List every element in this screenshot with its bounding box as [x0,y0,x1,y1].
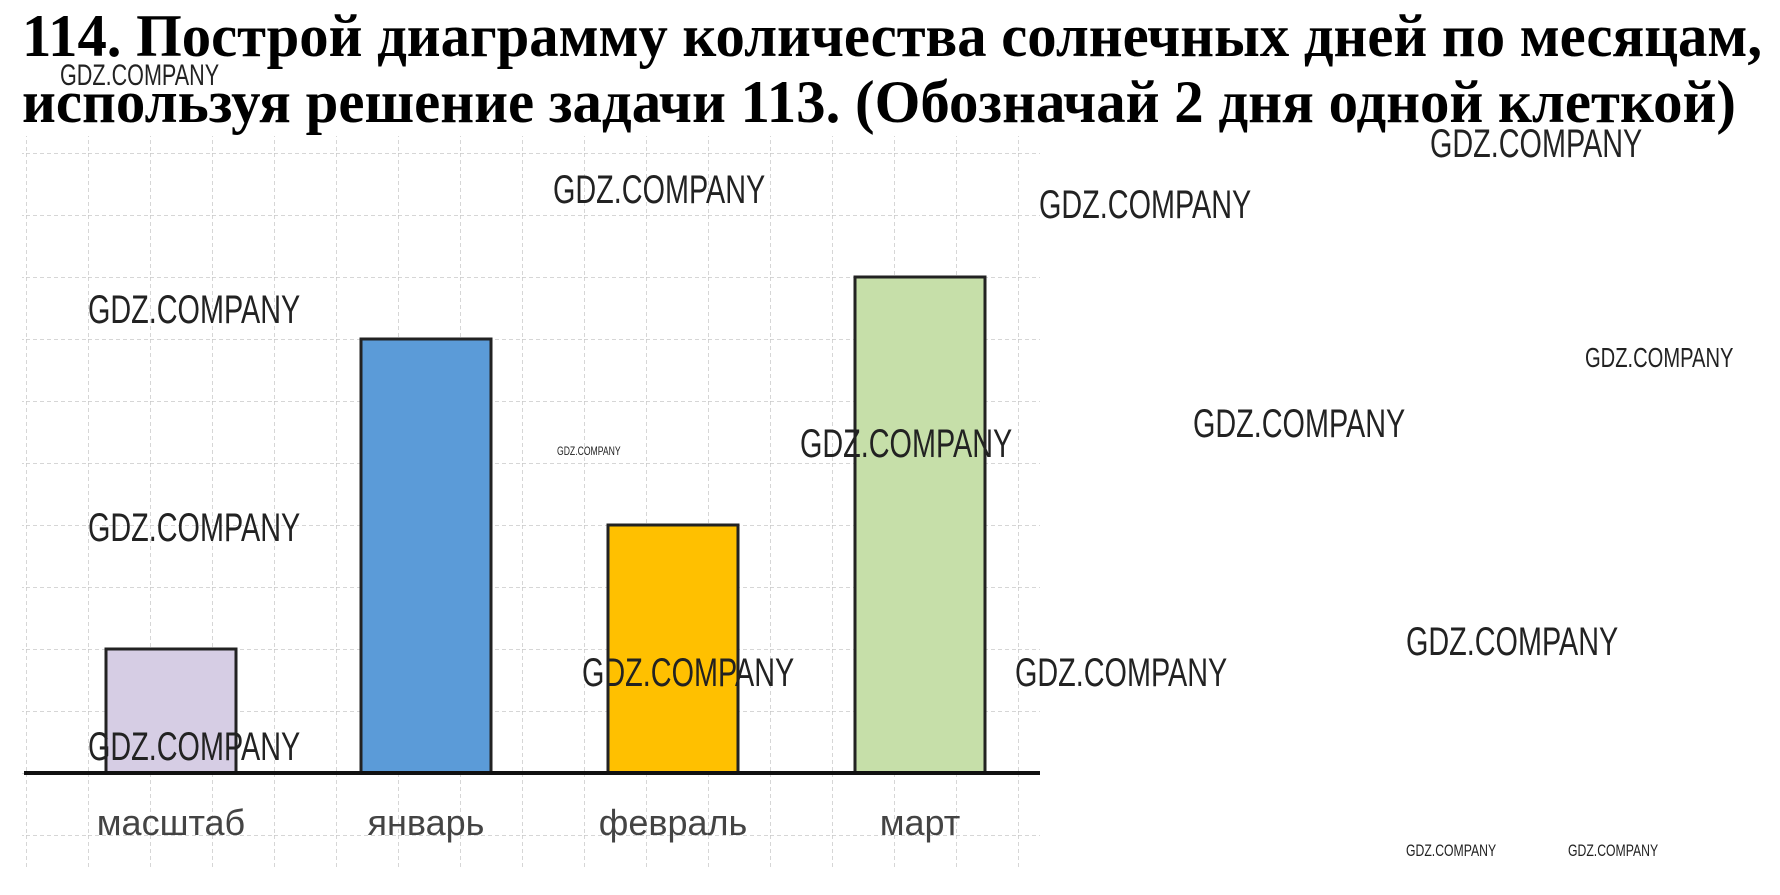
x-tick-label: февраль [599,802,748,843]
watermark: GDZ.COMPANY [1406,842,1496,860]
watermark: GDZ.COMPANY [1039,182,1251,227]
chart-title: используя решение задачи 113. (Обозначай… [22,69,1736,135]
watermark: GDZ.COMPANY [582,650,794,695]
chart-title: 114. Построй диаграмму количества солнеч… [22,3,1762,69]
x-tick-label: март [880,802,961,843]
watermark: GDZ.COMPANY [557,446,621,459]
watermark: GDZ.COMPANY [1585,343,1733,374]
bar [853,275,987,775]
watermark: GDZ.COMPANY [60,57,219,91]
watermark: GDZ.COMPANY [1568,842,1658,860]
plot: масштаб январь февраль март [97,275,987,843]
watermark: GDZ.COMPANY [1193,401,1405,446]
watermark: GDZ.COMPANY [88,505,300,550]
watermarks: GDZ.COMPANY GDZ.COMPANY GDZ.COMPANY GDZ.COM… [60,57,1733,860]
watermark: GDZ.COMPANY [800,421,1012,466]
watermark: GDZ.COMPANY [1430,121,1642,166]
bar [359,337,493,775]
watermark: GDZ.COMPANY [553,167,765,212]
watermark: GDZ.COMPANY [88,287,300,332]
watermark: GDZ.COMPANY [88,724,300,769]
x-tick-label: январь [368,802,485,843]
watermark: GDZ.COMPANY [1406,619,1618,664]
watermark: GDZ.COMPANY [1015,650,1227,695]
x-tick-label: масштаб [97,802,245,843]
bar [606,523,740,775]
